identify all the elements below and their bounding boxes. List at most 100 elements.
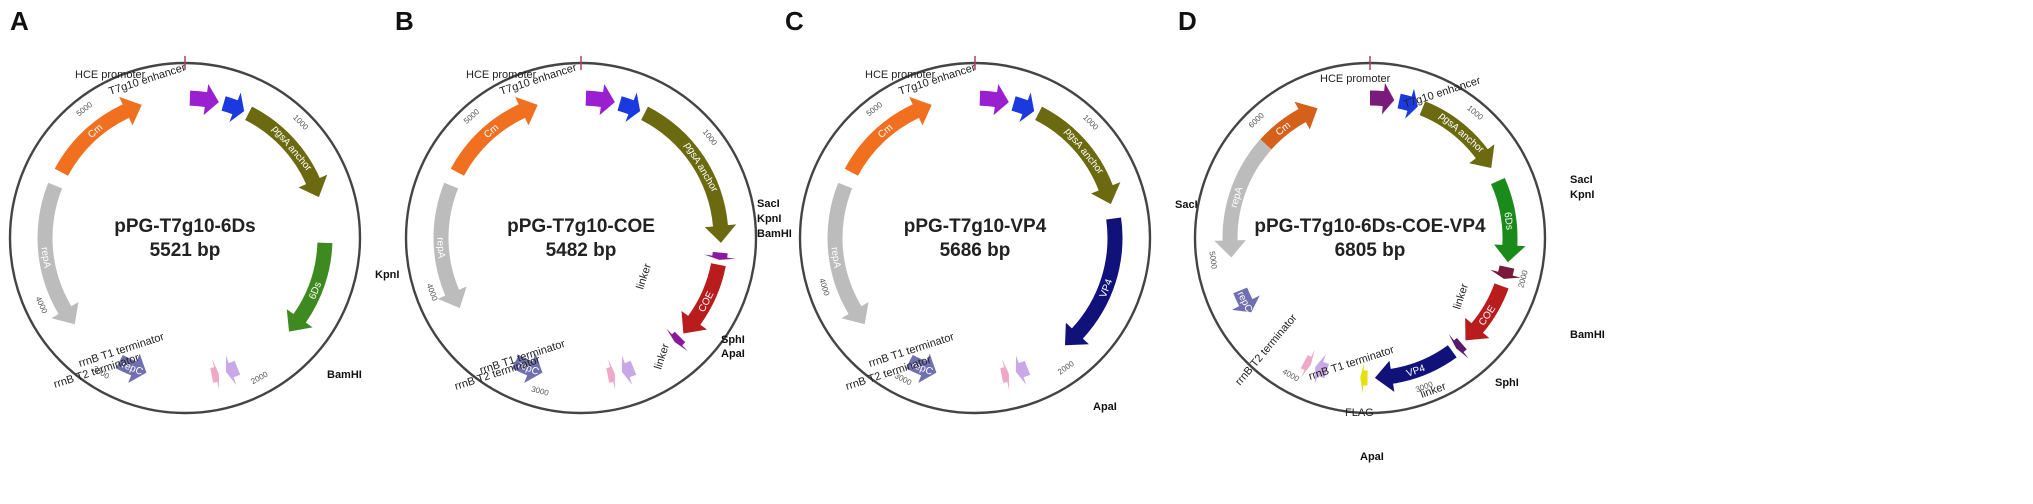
backbone-circle	[404, 61, 758, 415]
position-tick-2000: 2000	[1516, 269, 1529, 289]
feature-label-pgsa-anchor: pgsA anchor	[1062, 126, 1106, 177]
feature-cm	[844, 96, 932, 176]
feature-marker-2	[221, 92, 245, 122]
feature-marker-6	[666, 328, 688, 352]
feature-6ds	[1491, 178, 1526, 263]
feature-marker-2	[1011, 92, 1035, 122]
annotation-hce-promoter: HCE promoter	[466, 69, 537, 81]
feature-label-repa: repA	[38, 246, 52, 269]
plasmid-name: pPG-T7g10-6Ds	[114, 216, 255, 237]
feature-marker-5	[225, 355, 241, 386]
feature-6ds	[286, 242, 333, 332]
feature-pgsa-anchor	[1419, 101, 1495, 168]
panel-letter: B	[395, 6, 414, 36]
position-tick-4000: 4000	[1281, 367, 1301, 384]
feature-pgsa-anchor	[641, 106, 737, 243]
feature-marker-10	[1314, 354, 1330, 384]
plasmid-size: 5521 bp	[150, 240, 221, 261]
feature-marker-4	[704, 251, 736, 260]
position-tick-5000: 5000	[1207, 251, 1218, 270]
feature-label-repa: repA	[828, 246, 842, 269]
position-tick-2000: 2000	[249, 370, 269, 387]
site-saci: SacI	[1175, 199, 1198, 211]
plasmid-name: pPG-T7g10-COE	[507, 216, 655, 237]
annotation-hce-promoter: HCE promoter	[75, 69, 146, 81]
feature-repc	[115, 353, 147, 384]
position-tick-4000: 4000	[817, 277, 831, 297]
annotation-linker: linker	[634, 262, 654, 291]
position-tick-4000: 4000	[425, 282, 440, 302]
annotation-hce-promoter: HCE promoter	[1320, 73, 1391, 85]
backbone-circle	[798, 61, 1152, 415]
position-tick-6000: 6000	[1247, 111, 1266, 130]
feature-marker-11	[1300, 349, 1315, 378]
site-kpni: KpnI	[1570, 189, 1594, 201]
feature-marker-9	[1360, 362, 1368, 394]
feature-cm	[54, 96, 142, 176]
site-kpni: KpnI	[375, 269, 399, 281]
panel-letter: D	[1178, 6, 1197, 36]
position-tick-3000: 3000	[530, 384, 550, 397]
position-tick-5000: 5000	[75, 100, 95, 118]
feature-pgsa-anchor	[245, 106, 328, 198]
position-tick-1000: 1000	[1081, 113, 1100, 132]
site-sphi: SphI	[721, 334, 745, 346]
panel-letter: C	[785, 6, 804, 36]
plasmid-name: pPG-T7g10-6Ds-COE-VP4	[1254, 216, 1486, 237]
feature-marker-8	[606, 359, 616, 390]
position-tick-1000: 1000	[701, 128, 719, 148]
position-tick-5000: 5000	[462, 107, 482, 126]
feature-repa	[433, 182, 467, 308]
site-saci: SacI	[757, 198, 780, 210]
site-bamhi: BamHI	[1570, 329, 1605, 341]
site-apai: ApaI	[721, 348, 745, 360]
backbone-circle	[8, 61, 362, 415]
feature-marker-1	[189, 84, 219, 116]
feature-label-pgsa-anchor: pgsA anchor	[682, 141, 720, 195]
feature-label-pgsa-anchor: pgsA anchor	[269, 124, 314, 174]
site-bamhi: BamHI	[757, 228, 792, 240]
annotation-flag: FLAG	[1345, 407, 1374, 419]
feature-marker-6	[210, 359, 220, 390]
site-kpni: KpnI	[757, 213, 781, 225]
feature-marker-7	[621, 355, 637, 386]
position-tick-1000: 1000	[1465, 104, 1485, 123]
feature-cm	[450, 96, 538, 176]
feature-marker-6	[1000, 359, 1010, 390]
position-tick-4000: 4000	[34, 295, 50, 315]
feature-coe	[681, 263, 726, 334]
feature-label-6ds: 6Ds	[1501, 212, 1514, 231]
feature-vp4	[1064, 217, 1123, 346]
feature-repa	[37, 182, 79, 325]
site-apai: ApaI	[1360, 451, 1384, 463]
feature-marker-2	[1397, 88, 1418, 119]
site-sphi: SphI	[1495, 377, 1519, 389]
position-tick-1000: 1000	[291, 113, 310, 132]
feature-marker-1	[585, 84, 615, 116]
feature-coe	[1465, 283, 1509, 341]
site-apai: ApaI	[1093, 401, 1117, 413]
plasmid-size: 5686 bp	[940, 240, 1011, 261]
position-tick-5000: 5000	[865, 100, 885, 118]
feature-repa	[1214, 139, 1272, 258]
annotation-linker: linker	[1451, 282, 1471, 311]
feature-marker-5	[1015, 355, 1031, 386]
feature-repc	[905, 353, 937, 384]
position-tick-2000: 2000	[1056, 359, 1076, 377]
annotation-hce-promoter: HCE promoter	[865, 69, 936, 81]
plasmid-size: 6805 bp	[1335, 240, 1406, 261]
plasmid-name: pPG-T7g10-VP4	[904, 216, 1047, 237]
panel-letter: A	[10, 6, 29, 36]
feature-marker-1	[1370, 82, 1395, 115]
site-bamhi: BamHI	[327, 369, 362, 381]
annotation-linker: linker	[652, 342, 672, 371]
position-tick-3000: 3000	[893, 371, 913, 387]
plasmid-size: 5482 bp	[546, 240, 617, 261]
feature-repc	[1231, 287, 1260, 313]
feature-marker-5	[1490, 265, 1521, 279]
